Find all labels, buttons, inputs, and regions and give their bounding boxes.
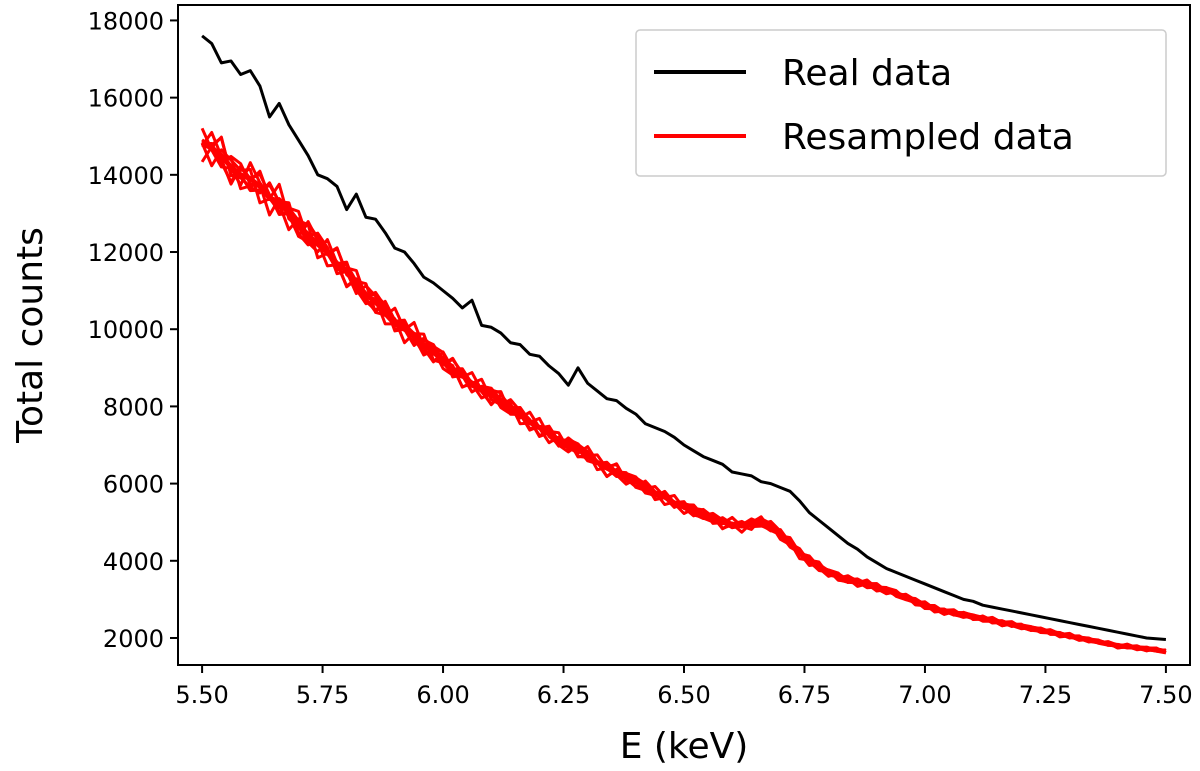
x-axis: 5.50 5.75 6.00 6.25 6.50 6.75 7.00 7.25 7.50 [175,665,1193,709]
legend-label-real-data: Real data [782,53,952,94]
y-tick-label: 8000 [103,393,164,421]
x-tick-label: 7.00 [898,681,951,709]
y-tick-label: 4000 [103,548,164,576]
y-tick-label: 16000 [88,85,164,113]
x-tick-label: 6.25 [537,681,590,709]
x-tick-label: 7.25 [1019,681,1072,709]
series-real-data-line [201,34,1167,642]
x-tick-label: 5.75 [296,681,349,709]
y-tick-label: 14000 [88,162,164,190]
legend-box [635,29,1167,177]
legend: Real data Resampled data [635,29,1167,177]
y-tick-label: 12000 [88,239,164,267]
y-tick-label: 10000 [88,316,164,344]
plot-layer [200,34,1167,655]
y-axis-label: Total counts [10,227,51,444]
x-tick-label: 6.75 [778,681,831,709]
y-tick-label: 18000 [88,7,164,35]
legend-label-resampled-data: Resampled data [782,117,1074,158]
x-tick-label: 6.00 [416,681,469,709]
x-tick-label: 5.50 [175,681,228,709]
x-tick-label: 7.50 [1139,681,1192,709]
x-axis-label: E (keV) [620,726,749,767]
y-tick-label: 2000 [103,625,164,653]
y-axis: 2000 4000 6000 8000 10000 12000 14000 16000 1800… [88,7,178,653]
x-tick-label: 6.50 [657,681,710,709]
y-tick-label: 6000 [103,471,164,499]
series-resampled-data-line [201,141,1167,654]
